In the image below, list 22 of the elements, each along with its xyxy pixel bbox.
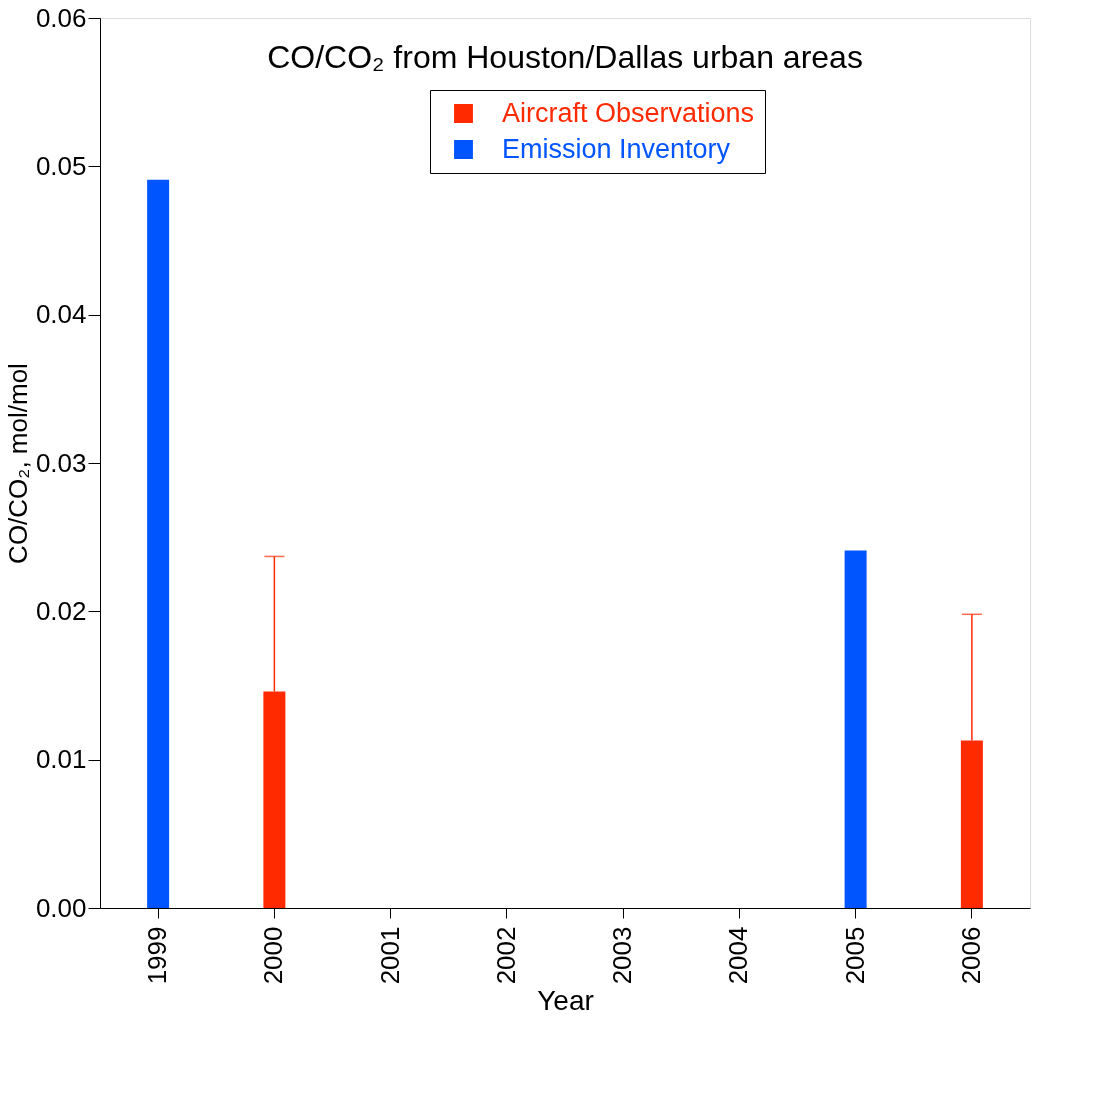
bar [147, 179, 170, 908]
x-tick-label: 1999 [142, 926, 173, 985]
y-tick-label: 0.04 [35, 299, 87, 330]
y-axis-title: CO/CO₂, mol/mol [2, 363, 33, 564]
y-tick-label: 0.00 [35, 892, 87, 923]
y-tick-label: 0.02 [35, 595, 87, 626]
y-tick-label: 0.01 [35, 744, 87, 775]
x-tick-label: 2002 [490, 926, 521, 985]
x-axis-title: Year [537, 985, 594, 1017]
y-tick-label: 0.05 [35, 150, 87, 181]
y-tick-label: 0.03 [35, 447, 87, 478]
x-tick-label: 2003 [607, 926, 638, 985]
x-tick-label: 2001 [374, 926, 405, 985]
x-tick-label: 2006 [955, 926, 986, 985]
x-tick-label: 2000 [258, 926, 289, 985]
legend-label: Emission Inventory [502, 133, 731, 164]
text: CO/CO₂ from Houston/Dallas urban areas [267, 39, 863, 75]
x-tick-label: 2004 [723, 926, 754, 985]
bar [844, 550, 867, 908]
x-tick-label: 2005 [839, 926, 870, 985]
legend-label: Aircraft Observations [502, 97, 755, 128]
y-tick-label: 0.06 [35, 2, 87, 33]
